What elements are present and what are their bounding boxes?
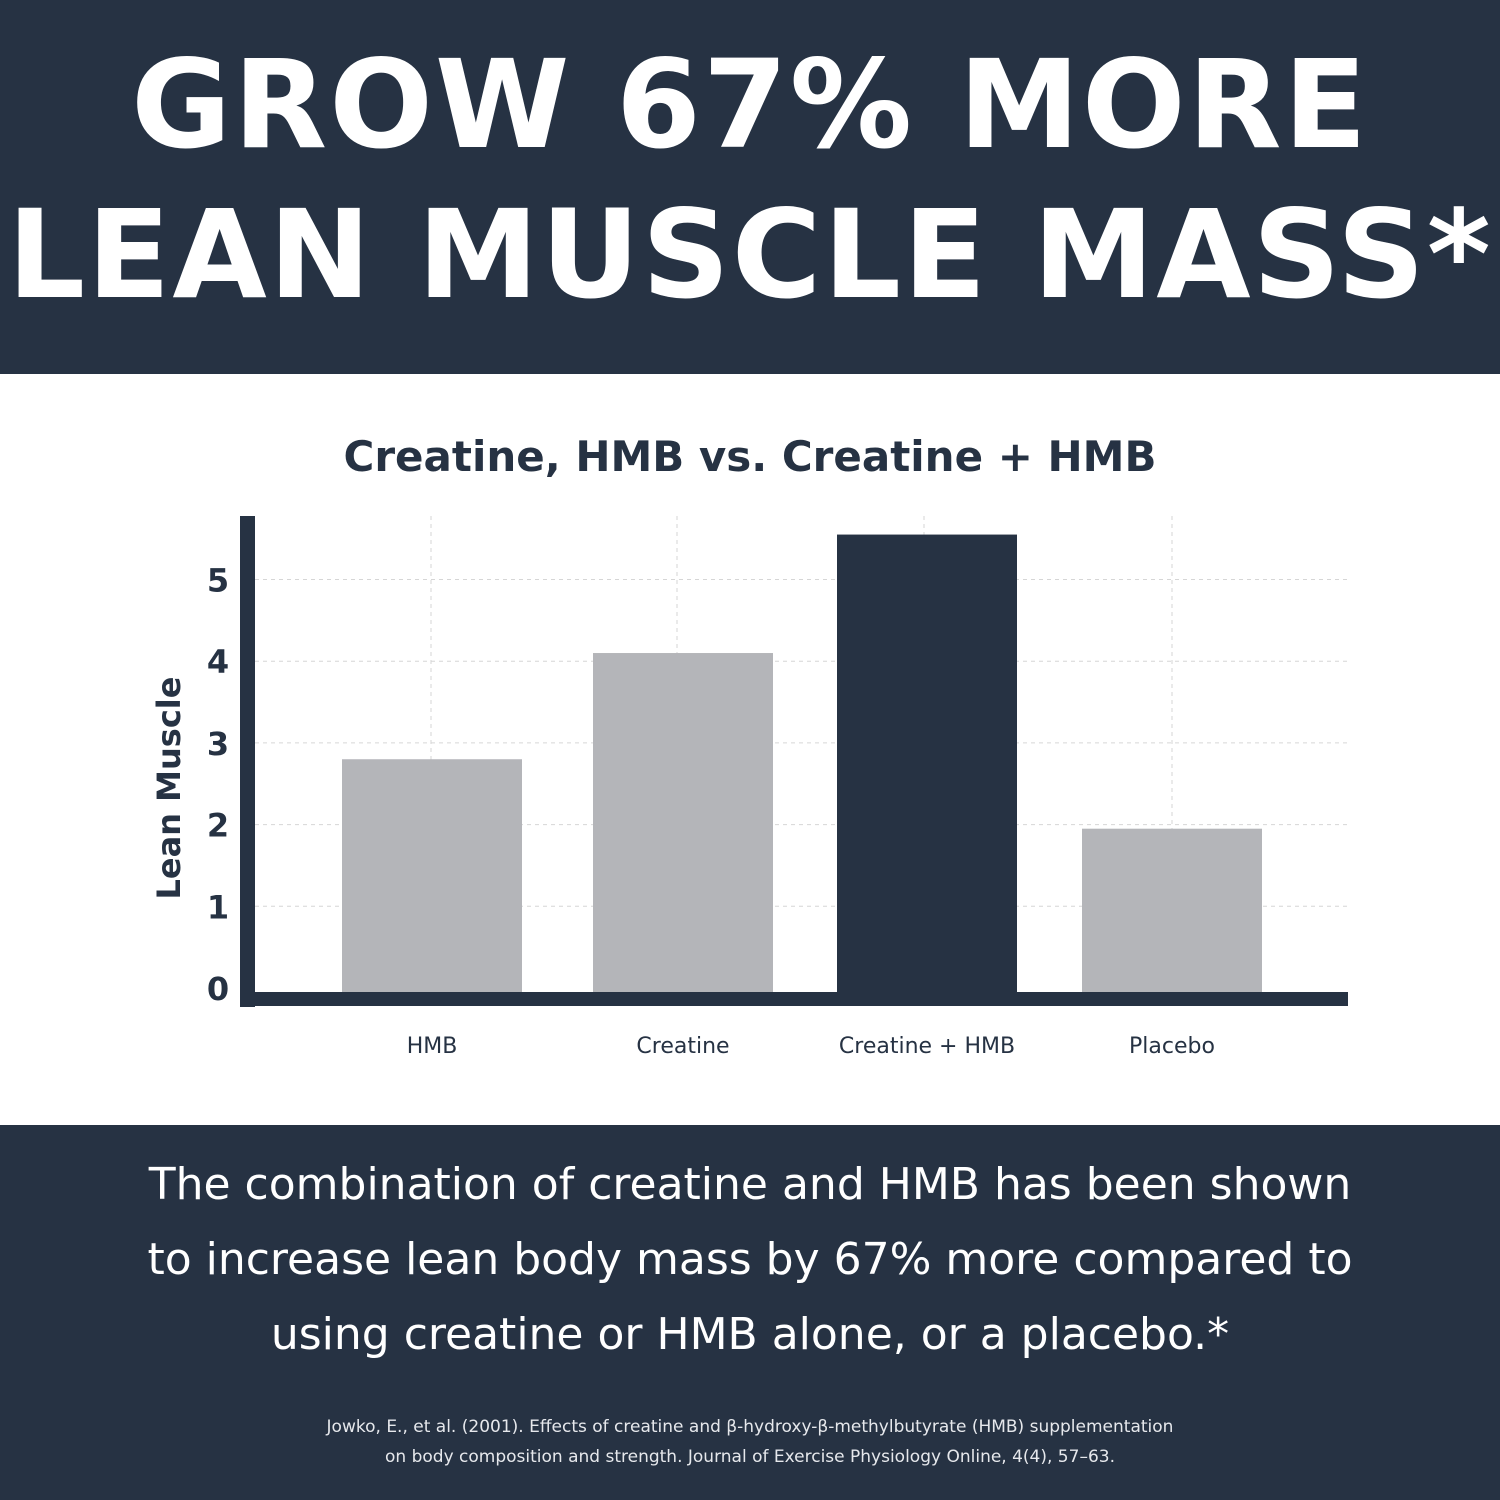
y-tick-label: 5 <box>207 562 229 600</box>
y-axis-label: Lean Muscle <box>150 677 188 900</box>
y-tick-label: 3 <box>207 725 229 763</box>
chart-title: Creatine, HMB vs. Creatine + HMB <box>343 432 1157 481</box>
x-tick-label: Creatine <box>636 1034 729 1059</box>
x-tick-label: HMB <box>407 1034 458 1059</box>
y-tick-label: 2 <box>207 807 229 845</box>
description-banner <box>0 1125 1500 1500</box>
headline-line-1: GROW 67% MORE <box>131 34 1369 176</box>
headline-line-2: LEAN MUSCLE MASS* <box>7 184 1493 326</box>
y-axis-line <box>240 516 255 1007</box>
y-tick-label: 1 <box>207 888 229 926</box>
headline-banner <box>0 0 1500 374</box>
description-line-3: using creatine or HMB alone, or a placeb… <box>270 1309 1230 1360</box>
bar-creatine <box>593 653 773 992</box>
bar-chart: 0 1 2 3 4 5 HMB Creatine Creatine + HMB Placebo Le… <box>150 516 1348 1059</box>
bar-hmb <box>342 759 522 992</box>
bar-placebo <box>1082 828 1262 992</box>
citation-line-1: Jowko, E., et al. (2001). Effects of cre… <box>326 1417 1174 1437</box>
bar-creatine-hmb <box>837 534 1017 992</box>
x-axis-line <box>240 992 1348 1006</box>
citation-line-2: on body composition and strength. Journa… <box>385 1447 1115 1467</box>
x-tick-label: Creatine + HMB <box>839 1034 1015 1059</box>
description-line-1: The combination of creatine and HMB has … <box>148 1159 1352 1210</box>
x-tick-label: Placebo <box>1129 1034 1215 1059</box>
y-tick-label: 4 <box>207 643 229 681</box>
y-tick-label: 0 <box>207 970 229 1008</box>
description-line-2: to increase lean body mass by 67% more c… <box>147 1234 1353 1285</box>
